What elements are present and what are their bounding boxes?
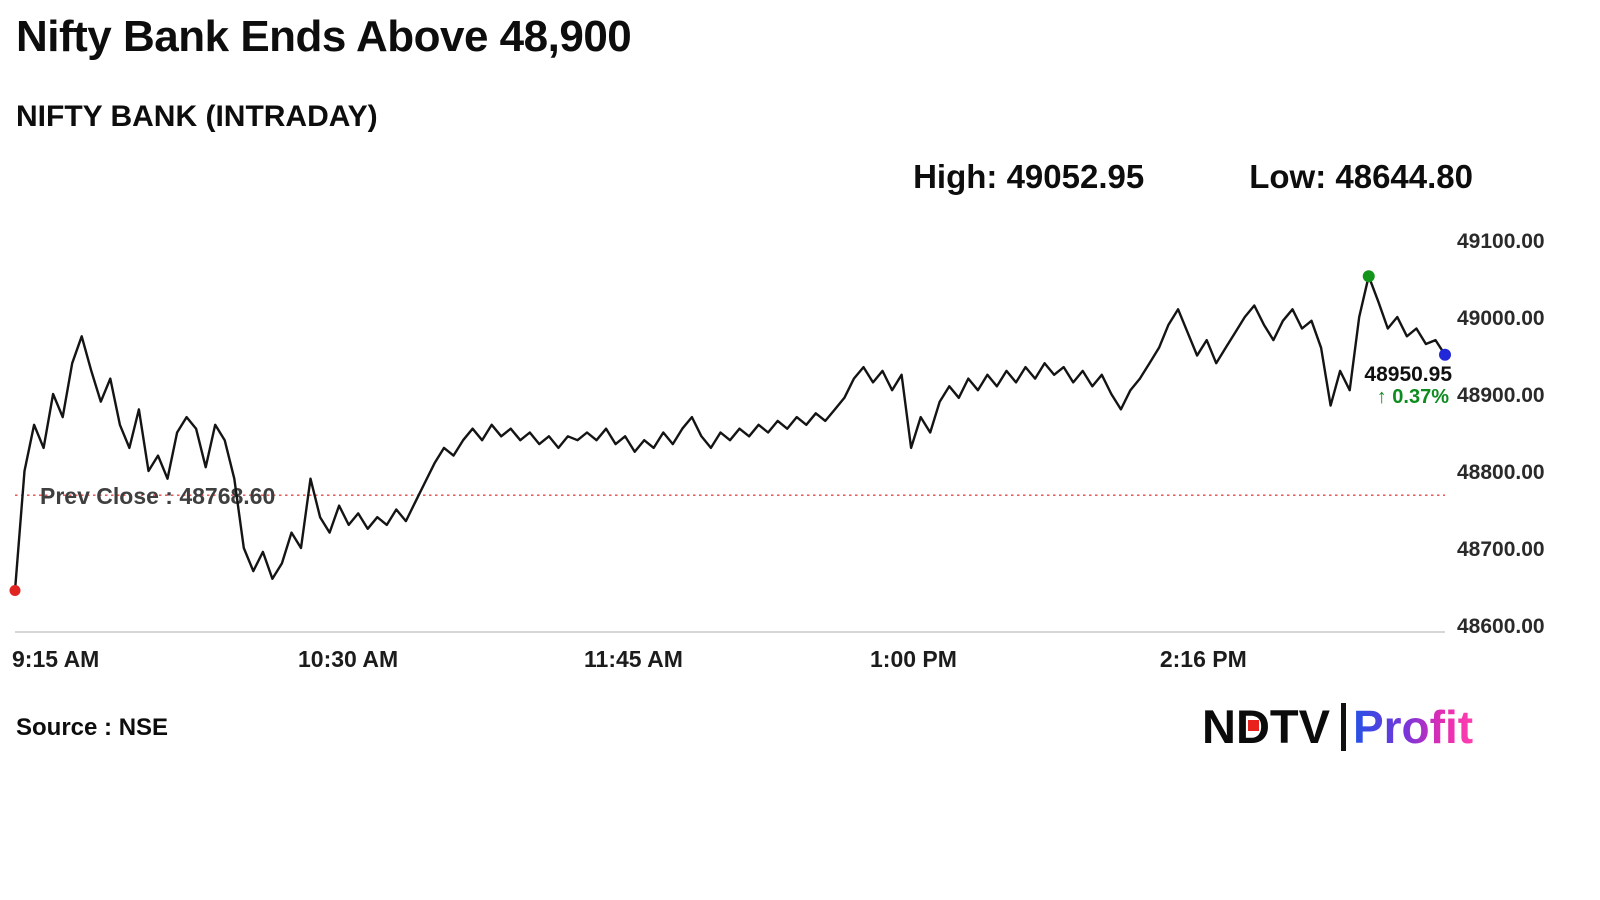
ndtv-logo-letters: NDTV [1202, 700, 1330, 753]
y-axis-label: 48800.00 [1457, 461, 1545, 484]
y-axis-label: 48600.00 [1457, 615, 1545, 638]
high-value: High: 49052.95 [913, 158, 1145, 195]
low-value: Low: 48644.80 [1249, 158, 1473, 195]
x-axis-label: 9:15 AM [12, 646, 99, 672]
high-low-row: High: 49052.95 Low: 48644.80 [913, 158, 1473, 196]
last-price-label: 48950.95 [1364, 363, 1452, 386]
y-axis-label: 49100.00 [1457, 230, 1545, 253]
ndtv-logo-red-dot [1248, 720, 1259, 731]
logo-separator-bar [1340, 703, 1346, 751]
chart-subtitle: NIFTY BANK (INTRADAY) [16, 100, 378, 133]
x-axis-label: 11:45 AM [584, 646, 683, 672]
ndtv-logo-text: NDTV [1202, 698, 1330, 756]
intraday-chart: 49100.00 49000.00 48900.00 48800.00 48700.00… [9, 230, 1545, 672]
ndtv-profit-logo: NDTV Profit [1202, 698, 1473, 756]
y-axis-label: 49000.00 [1457, 307, 1545, 330]
x-axis-label: 10:30 AM [298, 646, 398, 672]
price-line [13, 275, 1447, 592]
open-low-dot [9, 585, 21, 597]
source-note: Source : NSE [16, 714, 169, 741]
page-title: Nifty Bank Ends Above 48,900 [16, 12, 632, 61]
change-percent-label: ↑ 0.37% [1377, 386, 1449, 408]
last-dot [1439, 348, 1451, 361]
profit-logo-text: Profit [1353, 698, 1473, 756]
y-axis-label: 48900.00 [1457, 384, 1545, 407]
x-axis-label: 1:00 PM [870, 646, 957, 672]
y-axis-label: 48700.00 [1457, 538, 1545, 561]
prev-close-label: Prev Close : 48768.60 [40, 483, 275, 509]
high-dot [1362, 270, 1375, 283]
x-axis-label: 2:16 PM [1160, 646, 1247, 672]
